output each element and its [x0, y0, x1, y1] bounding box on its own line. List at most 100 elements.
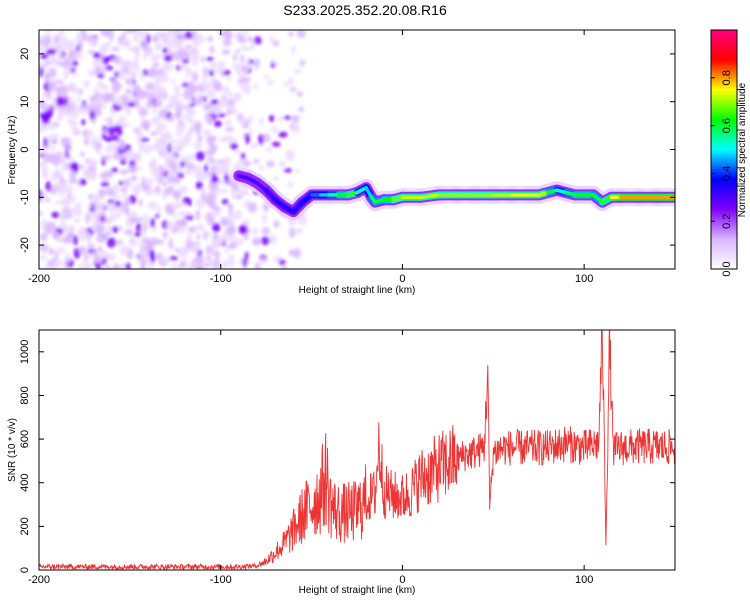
noise-blob: [244, 251, 249, 261]
noise-blob: [212, 80, 223, 91]
noise-blob: [111, 46, 120, 52]
noise-blob: [98, 210, 108, 217]
noise-blob: [87, 50, 96, 55]
colorbar-tick-label: 0.8: [721, 70, 733, 85]
noise-blob: [90, 215, 98, 222]
noise-blob: [296, 91, 303, 98]
noise-blob: [169, 204, 177, 209]
noise-blob: [93, 51, 101, 59]
noise-blob: [43, 38, 50, 49]
noise-blob: [273, 220, 280, 228]
noise-blob: [46, 48, 57, 55]
noise-blob: [178, 63, 187, 70]
noise-blob: [210, 61, 217, 70]
noise-blob: [238, 72, 245, 79]
noise-blob: [187, 210, 192, 217]
noise-blob: [164, 159, 169, 169]
noise-blob: [119, 140, 126, 151]
noise-blob: [105, 265, 111, 269]
noise-blob: [112, 183, 120, 194]
noise-blob: [119, 153, 126, 160]
noise-blob: [94, 105, 102, 116]
noise-blob: [168, 52, 178, 58]
noise-blob: [235, 49, 240, 54]
noise-blob: [162, 181, 168, 187]
noise-blob: [68, 178, 78, 184]
noise-blob: [128, 217, 138, 224]
noise-blob: [101, 133, 107, 140]
noise-blob: [65, 144, 72, 152]
noise-blob: [168, 139, 178, 144]
noise-blob: [214, 250, 221, 260]
noise-blob: [150, 131, 158, 137]
noise-blob: [164, 151, 171, 162]
noise-blob: [217, 60, 225, 65]
noise-blob: [221, 198, 229, 205]
noise-blob: [85, 212, 90, 224]
noise-blob: [221, 48, 231, 56]
noise-blob: [52, 182, 60, 188]
noise-blob: [93, 254, 101, 264]
noise-blob: [168, 221, 176, 230]
snr-x-tick-label: -100: [210, 574, 232, 586]
noise-blob: [258, 118, 264, 125]
noise-blob: [178, 37, 188, 43]
noise-blob: [229, 266, 234, 269]
noise-blob: [239, 115, 247, 126]
noise-blob: [261, 226, 271, 235]
noise-blob: [201, 56, 206, 63]
snr-x-label: Height of straight line (km): [299, 585, 416, 596]
noise-blob: [125, 78, 135, 86]
noise-blob: [204, 112, 210, 120]
noise-blob: [132, 209, 137, 219]
noise-blob: [87, 262, 93, 269]
noise-blob: [184, 31, 193, 40]
noise-blob: [194, 140, 203, 151]
noise-blob: [158, 53, 166, 59]
noise-blob: [178, 211, 188, 218]
noise-blob: [43, 137, 48, 148]
noise-blob: [86, 243, 96, 248]
noise-blob: [63, 137, 71, 143]
noise-blob: [148, 159, 156, 171]
noise-blob: [39, 232, 48, 242]
noise-blob: [241, 77, 251, 82]
noise-blob: [64, 253, 71, 264]
noise-blob: [99, 85, 109, 90]
noise-blob: [168, 256, 179, 261]
noise-blob: [138, 198, 143, 207]
noise-blob: [158, 122, 167, 132]
noise-blob: [208, 170, 214, 177]
noise-blob: [260, 236, 270, 246]
noise-blob: [292, 248, 302, 259]
noise-blob: [162, 47, 168, 54]
noise-blob: [44, 30, 52, 34]
noise-blob: [111, 135, 120, 142]
noise-blob: [188, 240, 193, 247]
noise-blob: [175, 132, 182, 138]
noise-blob: [238, 189, 247, 194]
noise-blob: [86, 130, 94, 137]
noise-blob: [138, 109, 149, 116]
noise-blob: [117, 72, 126, 80]
noise-blob: [243, 67, 249, 76]
noise-blob: [70, 224, 76, 233]
noise-blob: [263, 203, 269, 213]
noise-blob: [183, 89, 192, 99]
signal-ridge-segment: [364, 185, 374, 200]
noise-blob: [177, 138, 186, 150]
noise-blob: [208, 181, 218, 192]
noise-blob: [39, 112, 50, 118]
noise-blob: [252, 237, 262, 246]
noise-blob: [128, 236, 134, 245]
noise-blob: [283, 168, 293, 173]
noise-blob: [51, 211, 60, 219]
spectrogram-y-tick-label: 0: [19, 146, 31, 152]
noise-blob: [240, 152, 246, 160]
noise-blob: [113, 152, 121, 160]
noise-blob: [270, 63, 276, 68]
spectrogram-x-tick-label: 100: [575, 273, 593, 285]
noise-blob: [127, 45, 138, 52]
noise-blob: [104, 231, 111, 238]
